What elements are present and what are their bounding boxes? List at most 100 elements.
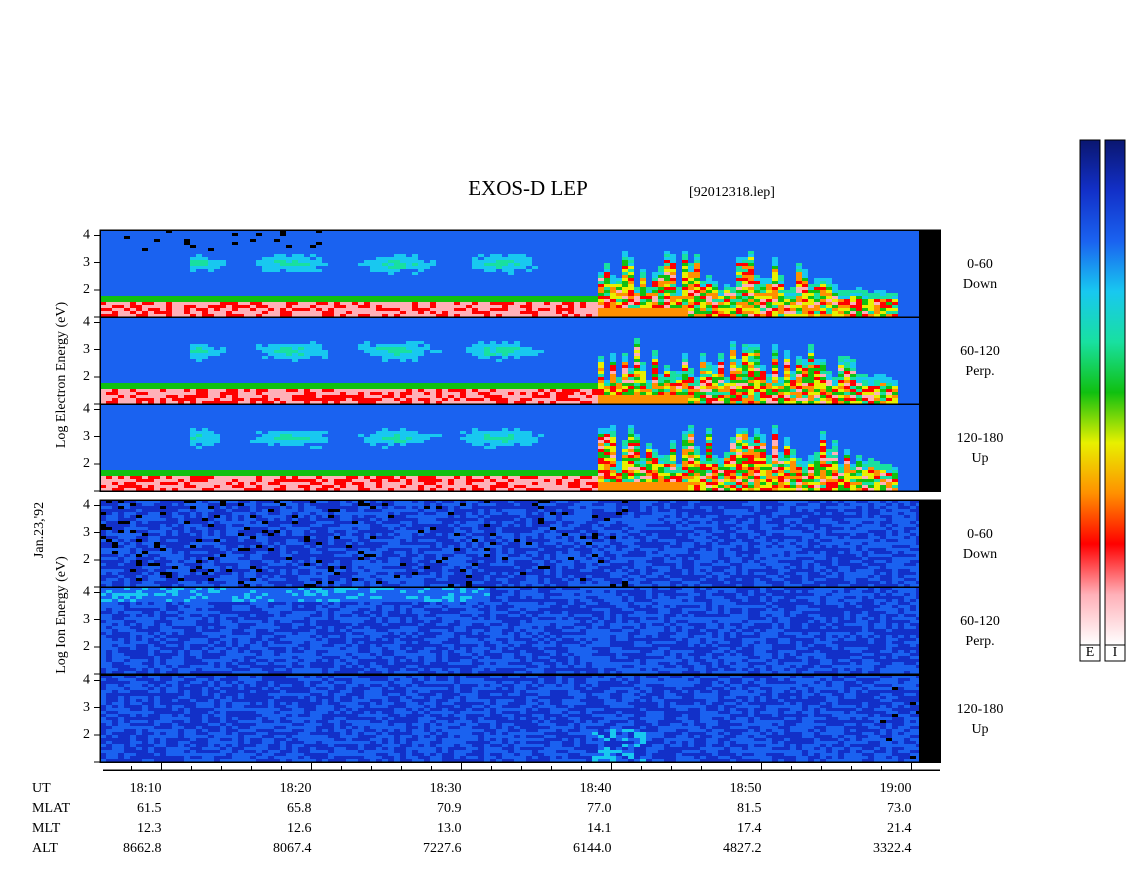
spectrogram-cell [112, 365, 118, 368]
spectrogram-cell [754, 263, 760, 266]
spectrogram-cell [166, 329, 172, 332]
spectrogram-cell [124, 284, 130, 287]
spectrogram-cell [754, 254, 760, 257]
spectrogram-cell [178, 269, 184, 272]
spectrogram-cell [112, 332, 118, 335]
spectrogram-cell [112, 278, 118, 281]
spectrogram-cell [706, 281, 712, 284]
spectrogram-cell [226, 386, 232, 389]
spectrogram-cell [526, 269, 532, 272]
spectrogram-cell [298, 296, 304, 299]
spectrogram-cell [274, 347, 280, 350]
spectrogram-cell [220, 398, 226, 401]
spectrogram-cell [388, 260, 394, 263]
spectrogram-cell [844, 266, 850, 269]
spectrogram-cell [832, 287, 838, 290]
spectrogram-cell [340, 278, 346, 281]
spectrogram-cell [496, 311, 502, 314]
spectrogram-cell [820, 236, 826, 239]
spectrogram-cell [712, 311, 718, 314]
spectrogram-cell [256, 320, 262, 323]
spectrogram-cell [172, 239, 178, 242]
spectrogram-cell [868, 284, 874, 287]
spectrogram-cell [424, 296, 430, 299]
spectrogram-cell [112, 299, 118, 302]
spectrogram-cell [532, 296, 538, 299]
spectrogram-cell [202, 302, 208, 305]
spectrogram-cell [892, 263, 898, 266]
spectrogram-cell [700, 296, 706, 299]
spectrogram-cell [784, 257, 790, 260]
spectrogram-cell [352, 269, 358, 272]
spectrogram-cell [286, 254, 292, 257]
spectrogram-cell [238, 368, 244, 371]
spectrogram-cell [892, 311, 898, 314]
spectrogram-cell [784, 278, 790, 281]
spectrogram-cell [244, 392, 250, 395]
spectrogram-cell [298, 302, 304, 305]
spectrogram-cell [154, 263, 160, 266]
spectrogram-cell [406, 254, 412, 257]
spectrogram-cell [442, 308, 448, 311]
spectrogram-cell [214, 290, 220, 293]
spectrogram-cell [268, 230, 274, 233]
spectrogram-cell [334, 311, 340, 314]
spectrogram-cell [124, 341, 130, 344]
spectrogram-cell [550, 266, 556, 269]
spectrogram-cell [340, 293, 346, 296]
spectrogram-cell [256, 275, 262, 278]
spectrogram-cell [298, 371, 304, 374]
spectrogram-cell [322, 230, 328, 233]
spectrogram-cell [274, 236, 280, 239]
spectrogram-cell [196, 242, 202, 245]
spectrogram-cell [508, 236, 514, 239]
spectrogram-cell [580, 287, 586, 290]
spectrogram-cell [250, 287, 256, 290]
spectrogram-cell [340, 245, 346, 248]
spectrogram-cell [490, 299, 496, 302]
spectrogram-cell [178, 272, 184, 275]
spectrogram-cell [292, 389, 298, 392]
spectrogram-cell [490, 284, 496, 287]
spectrogram-cell [472, 314, 478, 317]
spectrogram-cell [466, 266, 472, 269]
spectrogram-cell [580, 233, 586, 236]
spectrogram-cell [310, 275, 316, 278]
spectrogram-cell [826, 269, 832, 272]
spectrogram-cell [136, 341, 142, 344]
spectrogram-cell [814, 308, 820, 311]
spectrogram-cell [448, 284, 454, 287]
spectrogram-cell [424, 263, 430, 266]
spectrogram-cell [616, 263, 622, 266]
spectrogram-cell [286, 296, 292, 299]
spectrogram-cell [376, 242, 382, 245]
spectrogram-cell [430, 311, 436, 314]
spectrogram-cell [238, 347, 244, 350]
spectrogram-cell [484, 236, 490, 239]
spectrogram-cell [178, 341, 184, 344]
spectrogram-cell [148, 401, 154, 404]
spectrogram-cell [478, 278, 484, 281]
spectrogram-cell [442, 314, 448, 317]
spectrogram-cell [622, 257, 628, 260]
spectrogram-cell [262, 347, 268, 350]
spectrogram-cell [538, 233, 544, 236]
spectrogram-cell [730, 293, 736, 296]
spectrogram-cell [502, 230, 508, 233]
spectrogram-cell [136, 239, 142, 242]
spectrogram-cell [622, 311, 628, 314]
spectrogram-cell [346, 263, 352, 266]
spectrogram-cell [640, 242, 646, 245]
spectrogram-cell [706, 266, 712, 269]
spectrogram-cell [628, 257, 634, 260]
spectrogram-cell [124, 365, 130, 368]
spectrogram-cell [106, 317, 112, 320]
spectrogram-cell [532, 287, 538, 290]
spectrogram-cell [586, 245, 592, 248]
spectrogram-cell [154, 284, 160, 287]
spectrogram-cell [214, 380, 220, 383]
spectrogram-cell [892, 251, 898, 254]
spectrogram-cell [832, 248, 838, 251]
spectrogram-cell [292, 296, 298, 299]
spectrogram-cell [526, 305, 532, 308]
